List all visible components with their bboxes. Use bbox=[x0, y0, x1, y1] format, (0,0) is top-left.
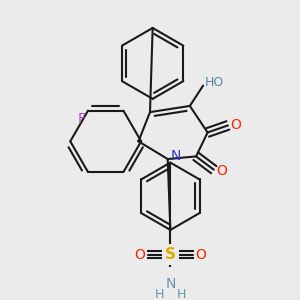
Text: O: O bbox=[231, 118, 242, 132]
Text: F: F bbox=[77, 112, 85, 126]
Text: O: O bbox=[216, 164, 227, 178]
Text: N: N bbox=[165, 277, 176, 291]
Text: HO: HO bbox=[205, 76, 224, 89]
Text: H: H bbox=[155, 288, 164, 300]
Text: S: S bbox=[165, 247, 176, 262]
Text: H: H bbox=[176, 288, 186, 300]
Text: O: O bbox=[135, 248, 146, 262]
Text: N: N bbox=[170, 149, 181, 164]
Text: O: O bbox=[195, 248, 206, 262]
